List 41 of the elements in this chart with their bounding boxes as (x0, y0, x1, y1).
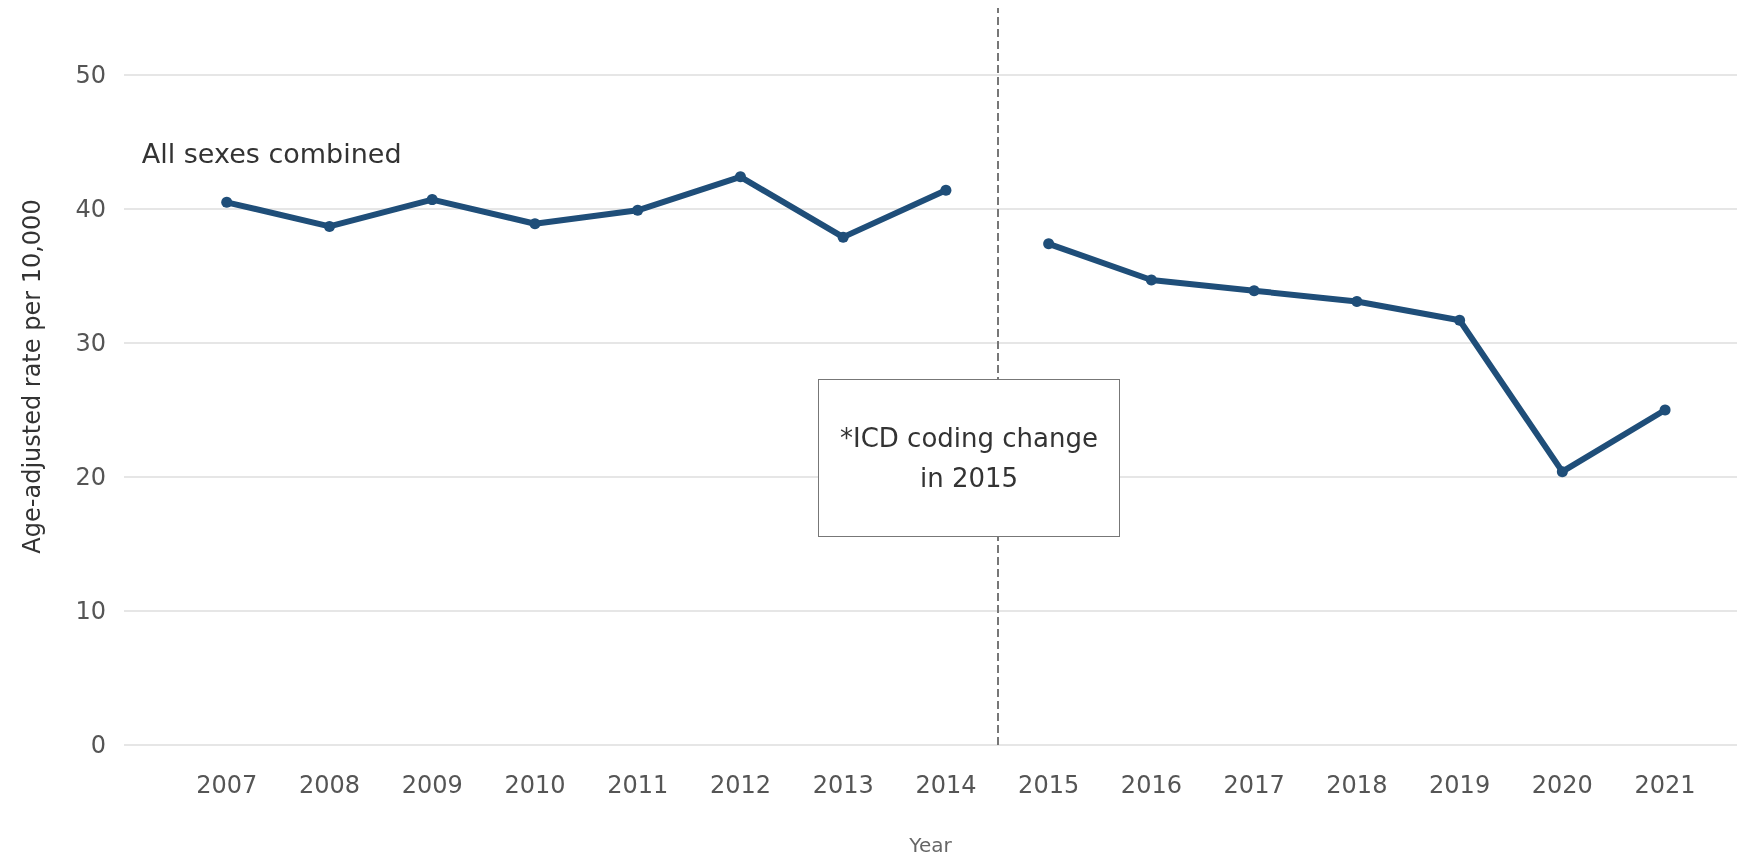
point (1351, 295, 1363, 307)
y-tick-label: 10 (75, 597, 106, 625)
y-tick-label: 30 (75, 329, 106, 357)
x-tick-label: 2007 (196, 771, 258, 799)
x-tick-label: 2020 (1531, 771, 1593, 799)
x-tick-label: 2010 (504, 771, 566, 799)
point (323, 220, 335, 232)
point (1556, 466, 1568, 478)
annotation: *ICD coding change in 2015 (840, 423, 1098, 494)
x-tick-label: 2011 (607, 771, 669, 799)
point (734, 171, 746, 183)
x-axis-title: Year (908, 833, 953, 857)
y-axis-title: Age-adjusted rate per 10,000 (18, 199, 46, 554)
y-tick-label: 40 (75, 195, 106, 223)
point (529, 218, 541, 230)
x-tick-label: 2019 (1429, 771, 1491, 799)
x-tick-label: 2017 (1223, 771, 1285, 799)
point (1454, 314, 1466, 326)
x-tick-label: 2016 (1120, 771, 1182, 799)
x-tick-label: 2018 (1326, 771, 1388, 799)
x-tick-label: 2013 (812, 771, 874, 799)
point (632, 204, 644, 216)
point (221, 196, 233, 208)
point (1659, 404, 1671, 416)
point (837, 231, 849, 243)
point (1145, 274, 1157, 286)
y-tick-label: 20 (75, 463, 106, 491)
note-box: *ICD coding change in 2015 (818, 379, 1120, 538)
point (426, 194, 438, 206)
x-tick-label: 2014 (915, 771, 977, 799)
x-tick-label: 2012 (709, 771, 771, 799)
x-tick-label: 2008 (298, 771, 361, 799)
point (940, 184, 952, 196)
x-tick-label: 2015 (1018, 771, 1080, 799)
point (1248, 285, 1260, 297)
point (1043, 238, 1055, 250)
y-tick-label: 0 (90, 731, 106, 759)
x-tick-label: 2021 (1634, 771, 1696, 799)
series-label: All sexes combined (141, 138, 402, 170)
y-tick-label: 50 (75, 61, 106, 89)
x-tick-label: 2009 (401, 771, 463, 799)
